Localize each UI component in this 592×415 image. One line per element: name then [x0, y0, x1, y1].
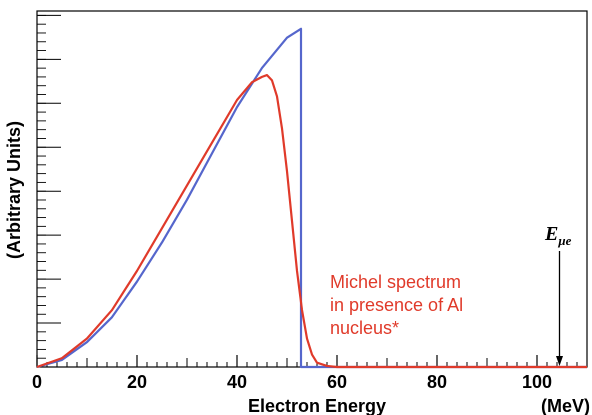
- x-tick-label: 60: [327, 372, 347, 392]
- x-tick-label: 100: [522, 372, 552, 392]
- annotation-line-1: Michel spectrum: [330, 272, 461, 292]
- x-axis-title: Electron Energy: [248, 396, 386, 415]
- annotation-line-3: nucleus*: [330, 318, 399, 338]
- series-line-1: [36, 73, 587, 369]
- y-axis-ticks: [37, 14, 61, 368]
- series-line-0: [36, 27, 587, 369]
- plot-frame: [36, 10, 588, 368]
- x-tick-label: 80: [427, 372, 447, 392]
- emue-label: Eμe: [544, 223, 572, 248]
- x-tick-label: 0: [32, 372, 42, 392]
- x-tick-label: 20: [127, 372, 147, 392]
- series-layer: [36, 27, 587, 369]
- x-tick-label: 40: [227, 372, 247, 392]
- emue-arrowhead: [556, 356, 563, 366]
- x-axis-ticks: 0 20 40 60 80 100: [32, 355, 588, 392]
- y-axis-title: (Arbitrary Units): [4, 121, 24, 259]
- x-axis-unit: (MeV): [541, 396, 590, 415]
- annotation-line-2: in presence of Al: [330, 295, 463, 315]
